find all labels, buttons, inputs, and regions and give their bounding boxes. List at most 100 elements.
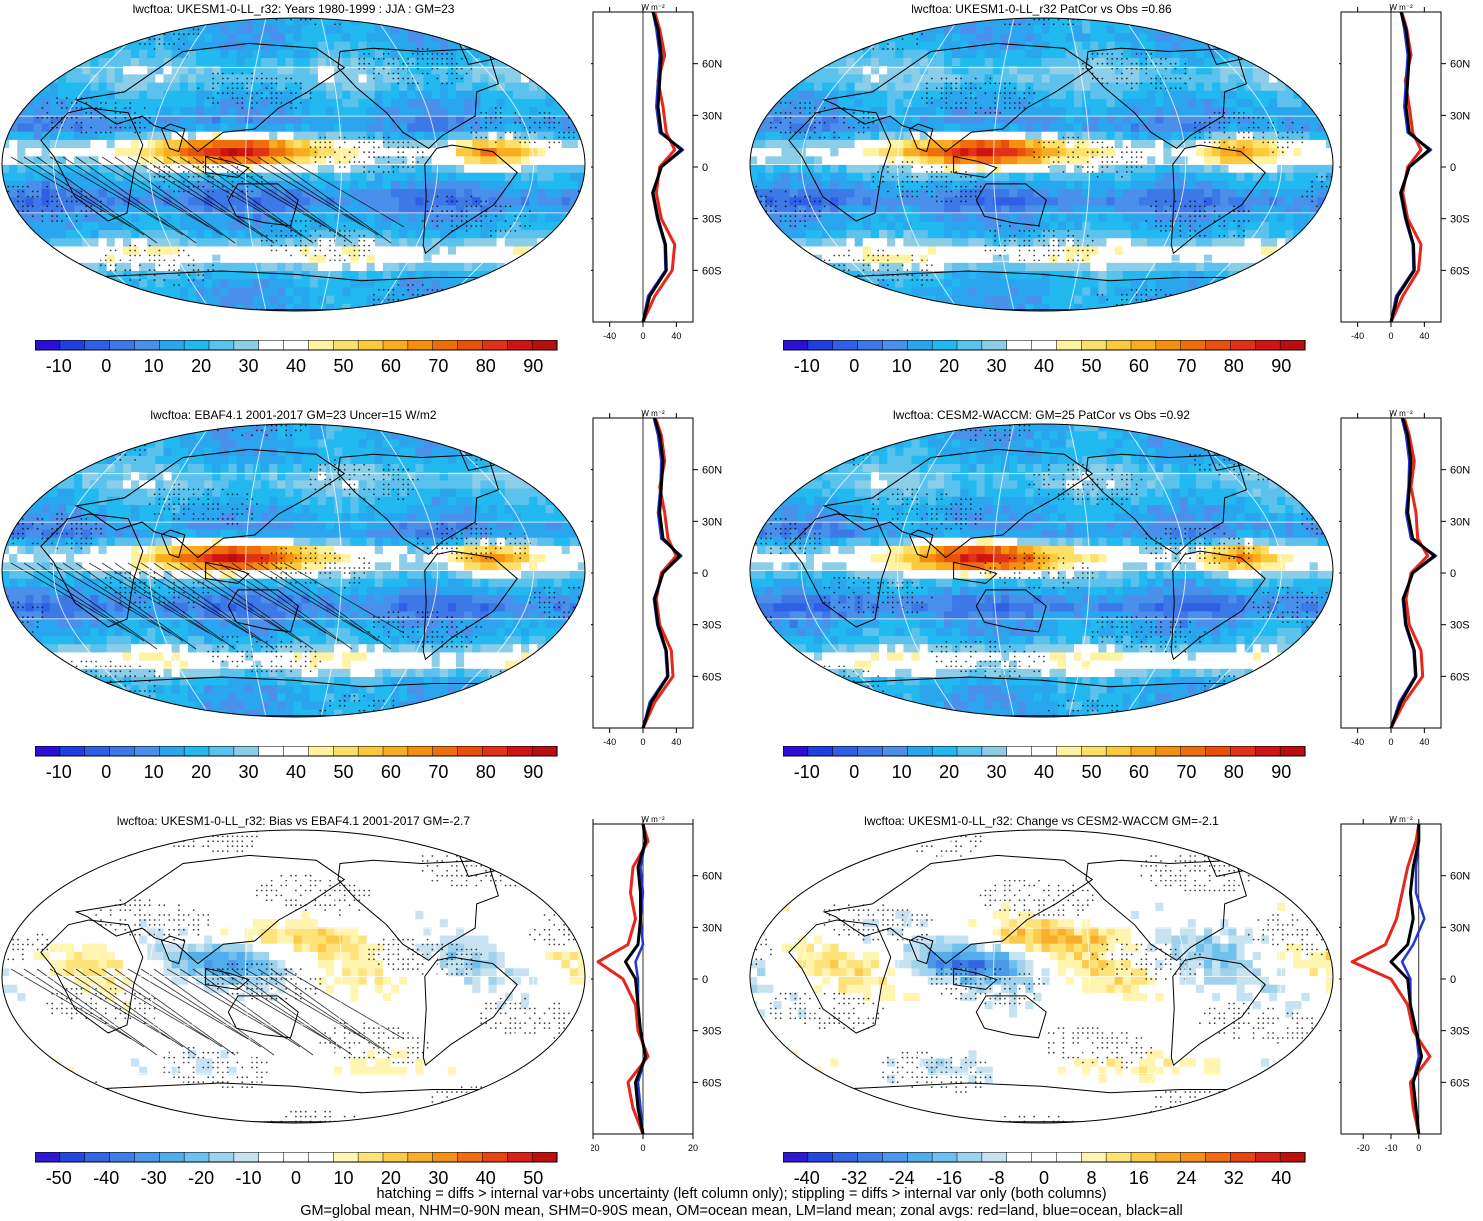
zonal-line-all [1389, 824, 1424, 1135]
coastline-eurasia [822, 448, 1094, 559]
zonal-x-tick-label: -40 [603, 737, 616, 746]
panel-title: lwcftoa: CESM2-WACCM: GM=25 PatCor vs Ob… [749, 408, 1334, 422]
colorbar-tick-label: 0 [101, 762, 111, 782]
lat-tick-label: 30N [702, 516, 722, 528]
colorbar-swatch [1056, 1152, 1082, 1163]
colorbar-swatch [233, 1152, 260, 1163]
colorbar-swatch [807, 1152, 834, 1163]
colorbar: -40 -32 -24 -16 -8 0 8 16 24 32 40 [783, 1152, 1306, 1188]
colorbar-swatch [1081, 1152, 1107, 1163]
colorbar-swatch [1255, 746, 1281, 757]
colorbar-tick-label: 50 [523, 1168, 543, 1188]
colorbar-swatch [807, 746, 834, 757]
colorbar-tick-label: 60 [381, 356, 401, 376]
coastline-samerica [422, 956, 518, 1067]
colorbar-tick-label: 40 [286, 762, 306, 782]
zonal-x-tick-label: -40 [1351, 331, 1364, 340]
colorbar-tick-label: 16 [1129, 1168, 1149, 1188]
colorbar-tick-label: 70 [1176, 762, 1196, 782]
colorbar-swatch [882, 1152, 908, 1163]
colorbar-swatch [308, 746, 334, 757]
colorbar: -10 0 10 20 30 40 50 60 70 80 90 [783, 746, 1306, 782]
coastline-india [908, 935, 934, 965]
colorbar-swatch [59, 746, 86, 757]
colorbar-swatch [507, 340, 533, 351]
coastline-eurasia [822, 42, 1094, 153]
zonal-x-tick-label: 40 [1419, 331, 1429, 340]
colorbar-swatch [1255, 1152, 1281, 1163]
colorbar-swatch [457, 746, 483, 757]
colorbar-swatch [333, 1152, 359, 1163]
coastline-australia [975, 995, 1047, 1039]
zonal-line-ocean [634, 823, 647, 1135]
lat-tick-label: 0 [702, 974, 708, 986]
colorbar-swatch [283, 340, 309, 351]
coastline-antarctica [830, 676, 1253, 717]
colorbar-swatch [931, 746, 958, 757]
colorbar-swatch [109, 1152, 135, 1163]
lat-tick-label: 60S [702, 1077, 722, 1089]
colorbar-swatch [1230, 746, 1256, 757]
lat-tick-label: 60N [702, 59, 722, 71]
lat-tick-label: 60S [1450, 671, 1470, 683]
colorbar-tick-label: -40 [93, 1168, 119, 1188]
zonal-units-label: W m⁻² [1389, 815, 1413, 824]
colorbar-swatch [208, 746, 235, 757]
lat-tick-label: 30S [1450, 620, 1470, 632]
colorbar-swatch [59, 340, 86, 351]
colorbar-tick-label: 40 [1034, 762, 1054, 782]
colorbar-tick-label: 50 [1081, 762, 1101, 782]
zonal-mean-plot: W m⁻² 60N 30N 0 30S 60S -40 0 40 [591, 3, 722, 340]
zonal-units-label: W m⁻² [641, 3, 665, 12]
zonal-line-land [641, 11, 677, 323]
colorbar-tick-label: 10 [892, 356, 912, 376]
coastline-africa [40, 919, 144, 1034]
colorbar-tick-label: 70 [428, 356, 448, 376]
coastline-india [908, 529, 934, 559]
colorbar-tick-label: -8 [988, 1168, 1004, 1188]
colorbar-swatch [1155, 340, 1182, 351]
colorbar-swatch [134, 1152, 160, 1163]
colorbar-swatch [1105, 1152, 1132, 1163]
colorbar-swatch [35, 746, 61, 757]
map-heatmap [749, 423, 1334, 718]
colorbar-swatch [59, 1152, 86, 1163]
lat-tick-label: 30S [1450, 214, 1470, 226]
panel-title: lwcftoa: UKESM1-0-LL_r32 PatCor vs Obs =… [749, 2, 1334, 16]
colorbar-swatch [832, 1152, 859, 1163]
map-heatmap [1, 423, 586, 718]
zonal-x-tick-label: -40 [603, 331, 616, 340]
colorbar-swatch [407, 1152, 434, 1163]
coastline-australia [227, 995, 299, 1039]
colorbar-tick-label: 0 [849, 356, 859, 376]
lat-tick-label: 0 [1450, 568, 1456, 580]
colorbar-tick-label: -24 [889, 1168, 915, 1188]
zonal-line-all [641, 417, 682, 729]
colorbar-tick-label: -32 [841, 1168, 867, 1188]
colorbar-tick-label: 70 [428, 762, 448, 782]
colorbar-tick-label: -10 [794, 762, 820, 782]
coastline-samerica [422, 550, 518, 661]
colorbar-tick-label: 8 [1086, 1168, 1096, 1188]
colorbar-swatch [208, 1152, 235, 1163]
colorbar-swatch [531, 340, 558, 351]
coastline-samerica [1170, 550, 1266, 661]
colorbar-tick-label: 10 [892, 762, 912, 782]
colorbar-tick-label: -10 [794, 356, 820, 376]
lat-tick-label: 0 [702, 162, 708, 174]
coastline-samerica [1170, 144, 1266, 255]
colorbar-swatch [432, 1152, 459, 1163]
colorbar-swatch [283, 746, 309, 757]
colorbar: -10 0 10 20 30 40 50 60 70 80 90 [35, 746, 558, 782]
colorbar-swatch [482, 1152, 508, 1163]
coastline-antarctica [82, 676, 505, 717]
map-heatmap [1, 17, 586, 312]
zonal-x-tick-label: 0 [1388, 737, 1393, 746]
colorbar-tick-label: 24 [1176, 1168, 1196, 1188]
colorbar-swatch [1155, 746, 1182, 757]
colorbar-swatch [1056, 340, 1082, 351]
lat-tick-label: 60N [1450, 59, 1470, 71]
coastline-australia [227, 183, 299, 227]
coastline-africa [40, 107, 144, 222]
colorbar-swatch [1255, 340, 1281, 351]
